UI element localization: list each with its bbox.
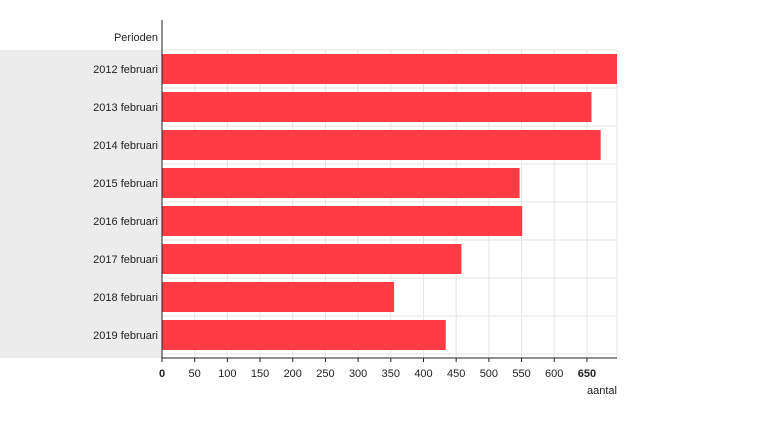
bar[interactable] <box>162 206 523 236</box>
tick-label: 600 <box>545 368 563 380</box>
tick-label: 200 <box>284 368 302 380</box>
bar[interactable] <box>162 244 462 274</box>
tick-label: 300 <box>349 368 367 380</box>
y-axis-title: Perioden <box>114 32 158 44</box>
category-label: 2014 februari <box>93 140 158 152</box>
tick-label: 250 <box>316 368 334 380</box>
tick-label: 150 <box>251 368 269 380</box>
tick-label: 400 <box>414 368 432 380</box>
category-label: 2017 februari <box>93 254 158 266</box>
bar[interactable] <box>162 282 395 312</box>
category-label: 2016 februari <box>93 216 158 228</box>
tick-label: 0 <box>159 368 165 380</box>
tick-label: 100 <box>218 368 236 380</box>
x-axis-title: aantal <box>587 385 617 397</box>
tick-label: 450 <box>447 368 465 380</box>
category-label: 2019 februari <box>93 330 158 342</box>
bar[interactable] <box>162 168 520 198</box>
bar[interactable] <box>162 320 446 350</box>
category-label-band <box>0 50 162 358</box>
bar[interactable] <box>162 130 601 160</box>
tick-label: 550 <box>512 368 530 380</box>
category-labels: 2012 februari 2013 februari 2014 februari 2… <box>93 64 158 342</box>
tick-label: 500 <box>480 368 498 380</box>
tick-label: 650 <box>578 368 596 380</box>
category-label: 2013 februari <box>93 102 158 114</box>
category-label: 2012 februari <box>93 64 158 76</box>
x-axis-ticks: 0 50 100 150 200 250 300 350 400 450 500 550 600 650 <box>159 358 596 380</box>
bar[interactable] <box>162 92 592 122</box>
tick-label: 50 <box>189 368 201 380</box>
category-label: 2018 februari <box>93 292 158 304</box>
bars <box>162 54 617 350</box>
category-label: 2015 februari <box>93 178 158 190</box>
bar[interactable] <box>162 54 617 84</box>
tick-label: 350 <box>382 368 400 380</box>
